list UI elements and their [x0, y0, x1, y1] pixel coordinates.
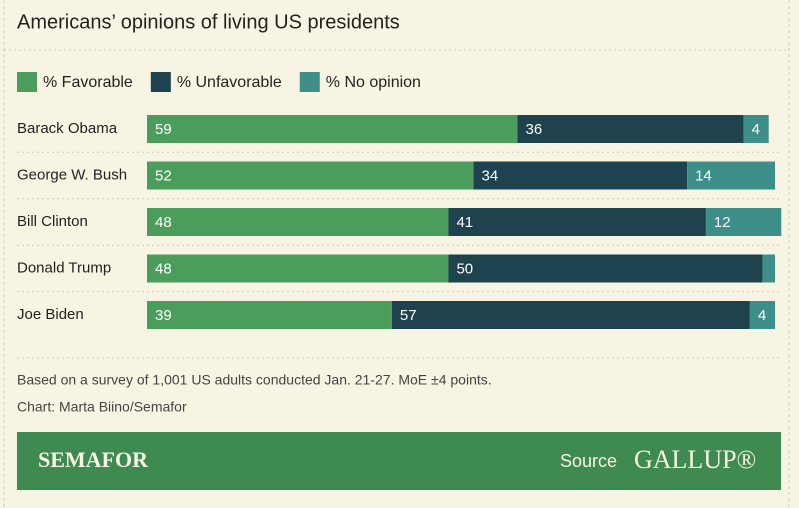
- bar-segment: [147, 208, 449, 236]
- footer-band: [17, 432, 781, 490]
- bar-segment: [147, 161, 474, 190]
- legend-label: % Unfavorable: [177, 74, 282, 91]
- credit: Chart: Marta Biino/Semafor: [17, 399, 187, 415]
- legend-swatch: [150, 72, 171, 92]
- category-label: Bill Clinton: [17, 213, 88, 230]
- bar-segment: [743, 115, 769, 143]
- value-label: 52: [155, 167, 172, 184]
- chart-title: Americans’ opinions of living US preside…: [17, 11, 400, 33]
- category-label: Joe Biden: [17, 306, 84, 323]
- bar-segment: [448, 254, 763, 283]
- value-label: 41: [456, 214, 473, 231]
- category-label: Donald Trump: [17, 259, 111, 276]
- value-label: 48: [155, 260, 172, 277]
- value-label: 57: [400, 307, 417, 324]
- bar-segment: [687, 161, 775, 190]
- legend-swatch: [299, 72, 320, 92]
- value-label: 4: [752, 121, 760, 138]
- value-label: 50: [456, 260, 473, 277]
- legend-label: % No opinion: [326, 74, 421, 91]
- bar-segment: [147, 254, 449, 283]
- brand: SEMAFOR: [38, 447, 149, 472]
- category-label: George W. Bush: [17, 166, 127, 183]
- legend-swatch: [17, 72, 37, 92]
- bar-segment: [473, 161, 688, 190]
- value-label: 48: [155, 214, 172, 231]
- value-label: 4: [758, 307, 766, 324]
- value-label: 39: [155, 307, 172, 324]
- bar-segment: [705, 208, 782, 236]
- value-label: 14: [695, 167, 712, 184]
- bar-segment: [517, 115, 744, 143]
- bar-segment: [147, 115, 518, 143]
- bar-segment: [448, 208, 706, 236]
- note: Based on a survey of 1,001 US adults con…: [17, 372, 492, 388]
- bar-segment: [749, 301, 775, 329]
- source-label: Source: [560, 451, 617, 471]
- value-label: 36: [526, 121, 543, 138]
- bar-segment: [147, 301, 392, 329]
- value-label: 34: [482, 167, 499, 184]
- bar-segment: [391, 301, 750, 329]
- category-label: Barack Obama: [17, 120, 118, 137]
- source: GALLUP®: [634, 445, 756, 474]
- legend-label: % Favorable: [43, 74, 133, 91]
- value-label: 12: [714, 214, 731, 231]
- bar-segment: [762, 254, 775, 283]
- value-label: 59: [155, 121, 172, 138]
